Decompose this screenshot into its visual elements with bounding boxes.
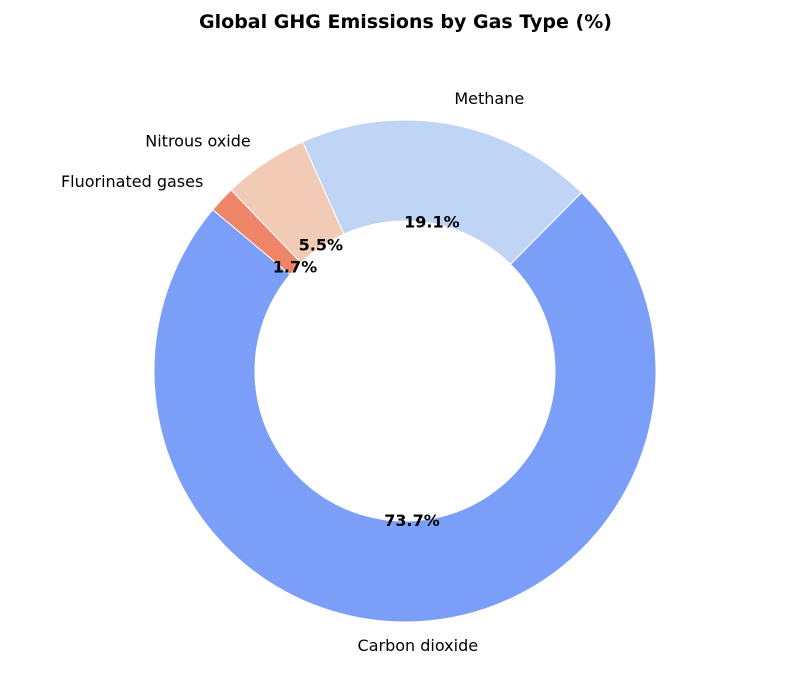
- donut-slice-methane: [301, 119, 583, 266]
- slice-label-methane: Methane: [454, 89, 524, 108]
- slice-label-nitrous-oxide: Nitrous oxide: [145, 132, 250, 151]
- percent-label-carbon-dioxide: 73.7%: [384, 511, 440, 530]
- chart-title: Global GHG Emissions by Gas Type (%): [199, 11, 612, 33]
- percent-label-methane: 19.1%: [404, 212, 460, 231]
- slice-label-fluorinated-gases: Fluorinated gases: [61, 172, 203, 191]
- donut-slice-fluorinated-gases: [212, 189, 302, 276]
- donut-slice-carbon-dioxide: [153, 191, 657, 623]
- percent-label-nitrous-oxide: 5.5%: [299, 236, 343, 255]
- percent-label-fluorinated-gases: 1.7%: [273, 258, 317, 277]
- slice-label-carbon-dioxide: Carbon dioxide: [358, 636, 479, 655]
